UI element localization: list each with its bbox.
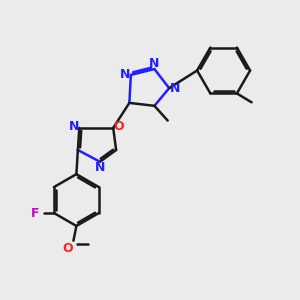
Text: O: O (113, 120, 124, 133)
Text: O: O (63, 242, 74, 255)
Text: N: N (120, 68, 131, 81)
Text: N: N (149, 57, 160, 70)
Text: N: N (170, 82, 180, 95)
Text: N: N (69, 120, 79, 133)
Text: F: F (31, 206, 39, 220)
Text: N: N (95, 160, 105, 174)
